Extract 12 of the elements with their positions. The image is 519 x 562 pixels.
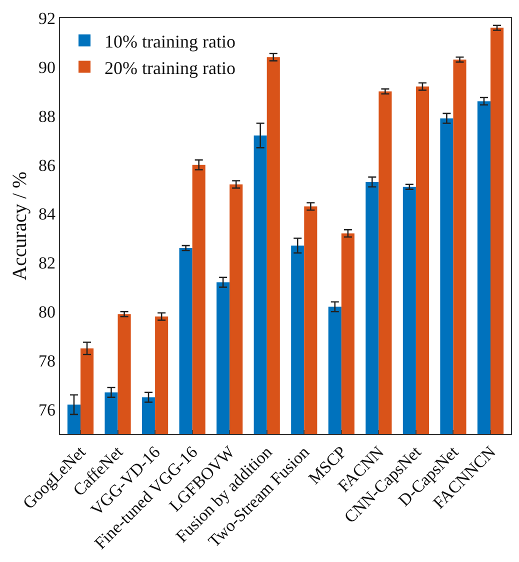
- y-tick-label: 78: [38, 352, 56, 371]
- y-tick-label: 92: [38, 8, 56, 28]
- y-axis-title: Accuracy / %: [8, 172, 31, 280]
- y-tick-label: 90: [38, 58, 56, 77]
- y-tick-label: 84: [38, 204, 56, 224]
- y-tick-label: 86: [38, 156, 56, 175]
- legend-label: 10% training ratio: [104, 31, 236, 52]
- y-tick-label: 82: [38, 254, 56, 273]
- y-tick-label: 76: [38, 400, 56, 420]
- y-tick-label: 88: [38, 106, 56, 126]
- y-tick-label: 80: [38, 302, 56, 322]
- legend-label: 20% training ratio: [104, 58, 236, 78]
